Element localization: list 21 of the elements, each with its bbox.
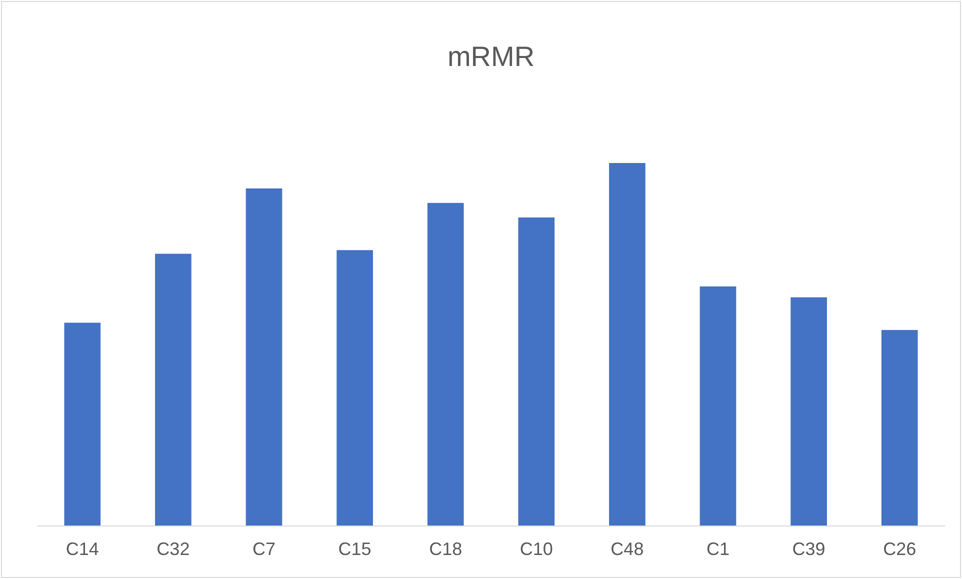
x-tick-label: C1 bbox=[706, 538, 730, 559]
bar bbox=[336, 250, 373, 526]
bar bbox=[700, 286, 736, 526]
bar bbox=[518, 217, 555, 526]
chart-title: mRMR bbox=[447, 41, 535, 72]
bar bbox=[427, 202, 464, 526]
x-tick-label: C18 bbox=[429, 538, 462, 559]
bar bbox=[155, 254, 192, 526]
x-tick-label: C14 bbox=[66, 538, 99, 559]
x-tick-label: C48 bbox=[610, 538, 644, 559]
x-tick-label: C39 bbox=[792, 538, 826, 559]
bar bbox=[790, 297, 827, 526]
bar bbox=[64, 322, 101, 526]
x-tick-label: C10 bbox=[520, 538, 553, 559]
x-tick-label: C7 bbox=[252, 538, 276, 559]
x-tick-label: C26 bbox=[883, 538, 916, 559]
bar bbox=[609, 163, 646, 526]
bar bbox=[246, 188, 282, 526]
x-tick-label: C32 bbox=[156, 538, 190, 559]
x-tick-label: C15 bbox=[338, 538, 372, 559]
bar bbox=[881, 330, 918, 526]
